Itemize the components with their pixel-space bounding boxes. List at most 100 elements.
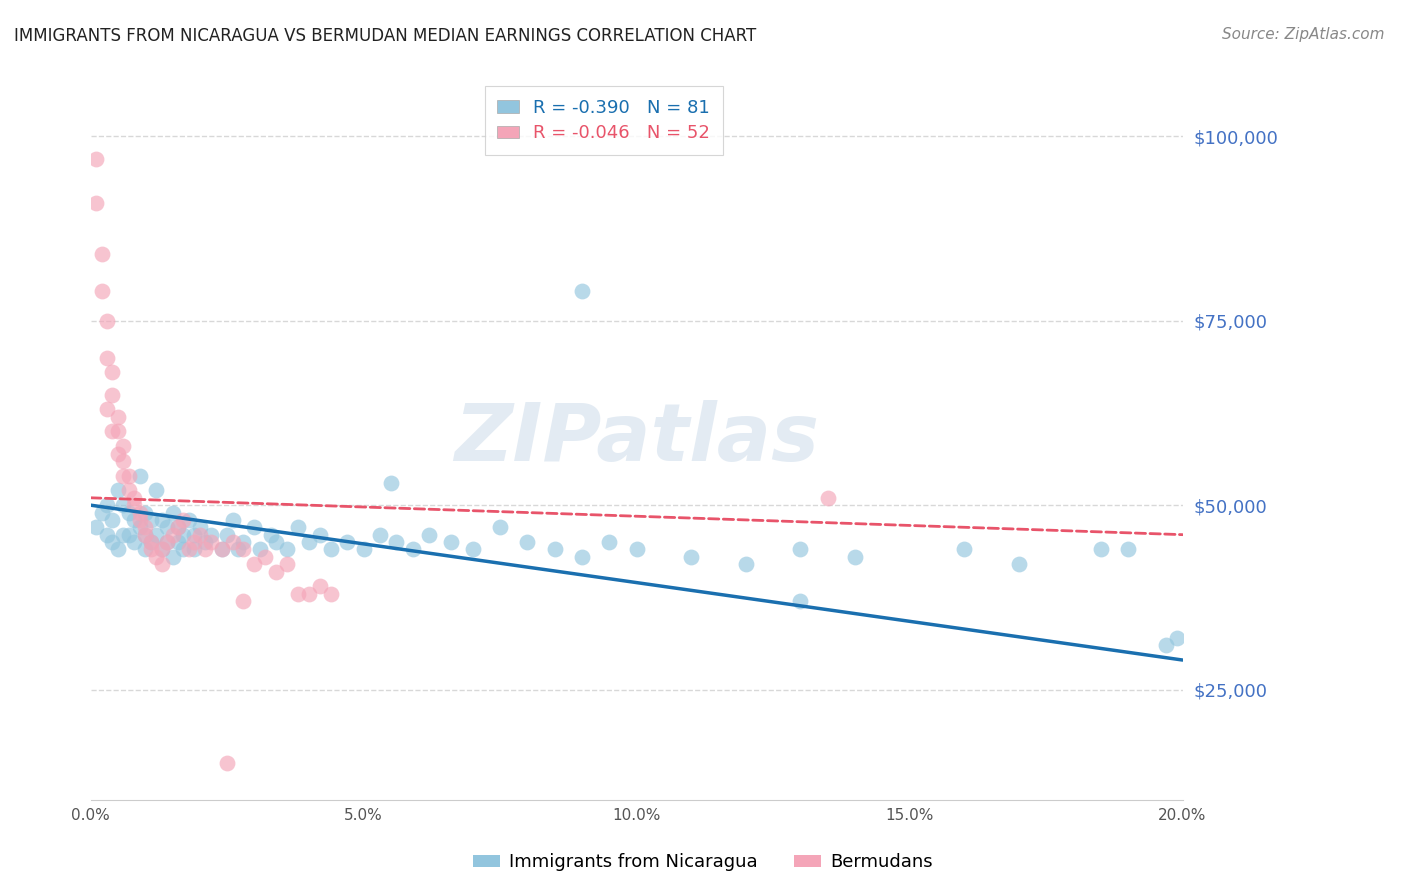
Point <box>90 247 112 261</box>
Legend: R = -0.390   N = 81, R = -0.046   N = 52: R = -0.390 N = 81, R = -0.046 N = 52 <box>485 87 723 155</box>
Point <box>118 506 141 520</box>
Point <box>134 527 156 541</box>
Point <box>96 351 118 365</box>
Point <box>107 483 129 498</box>
Point <box>101 425 124 439</box>
Point <box>264 565 287 579</box>
Point <box>1008 557 1031 571</box>
Point <box>734 557 756 571</box>
Point <box>232 535 254 549</box>
Point <box>128 506 150 520</box>
Point <box>107 425 129 439</box>
Point <box>96 498 118 512</box>
Point <box>681 549 703 564</box>
Point <box>112 468 135 483</box>
Point <box>101 535 124 549</box>
Point <box>96 402 118 417</box>
Point <box>162 549 184 564</box>
Point <box>200 527 222 541</box>
Point <box>1154 638 1177 652</box>
Point <box>571 285 593 299</box>
Point <box>217 527 239 541</box>
Point <box>194 542 217 557</box>
Point <box>90 506 112 520</box>
Legend: Immigrants from Nicaragua, Bermudans: Immigrants from Nicaragua, Bermudans <box>465 847 941 879</box>
Point <box>150 557 173 571</box>
Text: ZIPatlas: ZIPatlas <box>454 400 820 478</box>
Point <box>128 513 150 527</box>
Point <box>118 527 141 541</box>
Point <box>309 579 332 593</box>
Point <box>789 542 811 557</box>
Point <box>254 549 277 564</box>
Point <box>461 542 484 557</box>
Point <box>128 468 150 483</box>
Point <box>217 756 239 771</box>
Point <box>1116 542 1139 557</box>
Point <box>150 513 173 527</box>
Point <box>112 498 135 512</box>
Point <box>118 468 141 483</box>
Point <box>287 520 309 534</box>
Point <box>134 520 156 534</box>
Point <box>150 542 173 557</box>
Point <box>177 542 200 557</box>
Point <box>243 520 266 534</box>
Point <box>319 587 342 601</box>
Point <box>139 535 162 549</box>
Point <box>107 446 129 460</box>
Point <box>260 527 283 541</box>
Point <box>156 535 179 549</box>
Point <box>232 542 254 557</box>
Point <box>309 527 332 541</box>
Point <box>96 314 118 328</box>
Point <box>598 535 620 549</box>
Point <box>489 520 512 534</box>
Point <box>177 513 200 527</box>
Point <box>134 527 156 541</box>
Point <box>211 542 233 557</box>
Point <box>162 506 184 520</box>
Point <box>1166 631 1188 645</box>
Point <box>232 594 254 608</box>
Point <box>1090 542 1112 557</box>
Point <box>789 594 811 608</box>
Point <box>353 542 375 557</box>
Point <box>118 483 141 498</box>
Text: IMMIGRANTS FROM NICARAGUA VS BERMUDAN MEDIAN EARNINGS CORRELATION CHART: IMMIGRANTS FROM NICARAGUA VS BERMUDAN ME… <box>14 27 756 45</box>
Point <box>298 587 321 601</box>
Point <box>107 542 129 557</box>
Point <box>101 366 124 380</box>
Point <box>167 520 190 534</box>
Point <box>183 527 205 541</box>
Point <box>172 527 194 541</box>
Point <box>124 513 146 527</box>
Point <box>221 535 243 549</box>
Point <box>418 527 440 541</box>
Point <box>124 491 146 505</box>
Point <box>243 557 266 571</box>
Point <box>402 542 425 557</box>
Point <box>112 454 135 468</box>
Point <box>107 409 129 424</box>
Point <box>385 535 408 549</box>
Point <box>368 527 391 541</box>
Point <box>380 476 402 491</box>
Point <box>287 587 309 601</box>
Point <box>112 439 135 453</box>
Point <box>844 549 866 564</box>
Point <box>183 535 205 549</box>
Point <box>90 285 112 299</box>
Point <box>167 535 190 549</box>
Point <box>84 152 107 166</box>
Point <box>516 535 538 549</box>
Point <box>194 535 217 549</box>
Point <box>626 542 648 557</box>
Point <box>162 527 184 541</box>
Point <box>183 542 205 557</box>
Point <box>139 513 162 527</box>
Point <box>544 542 567 557</box>
Point <box>128 520 150 534</box>
Point <box>139 535 162 549</box>
Point <box>145 483 167 498</box>
